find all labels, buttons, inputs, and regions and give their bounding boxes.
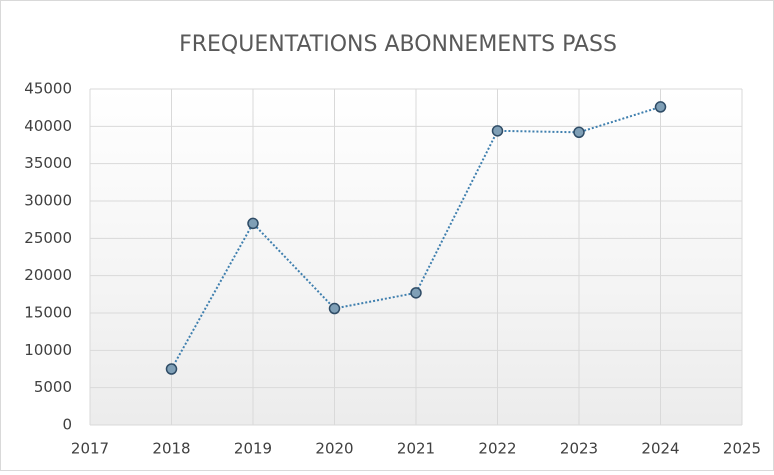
- y-tick-label: 0: [62, 416, 72, 434]
- y-tick-label: 10000: [24, 341, 72, 359]
- x-tick-label: 2025: [723, 440, 761, 458]
- y-tick-label: 15000: [24, 304, 72, 322]
- data-point: [247, 217, 259, 230]
- data-point: [573, 126, 585, 139]
- x-tick-label: 2018: [152, 440, 190, 458]
- x-tick-label: 2020: [315, 440, 353, 458]
- y-tick-label: 20000: [24, 266, 72, 284]
- y-tick-label: 40000: [24, 117, 72, 135]
- x-tick-label: 2024: [641, 440, 679, 458]
- x-tick-label: 2019: [234, 440, 272, 458]
- y-tick-label: 30000: [24, 192, 72, 210]
- x-tick-label: 2021: [397, 440, 435, 458]
- x-tick-label: 2023: [560, 440, 598, 458]
- y-tick-label: 5000: [34, 378, 72, 396]
- x-tick-label: 2017: [71, 440, 109, 458]
- y-tick-label: 35000: [24, 154, 72, 172]
- x-tick-label: 2022: [478, 440, 516, 458]
- data-point: [410, 287, 422, 299]
- data-point: [654, 101, 667, 113]
- data-point: [165, 363, 178, 375]
- data-point: [491, 125, 504, 137]
- y-tick-label: 45000: [24, 80, 72, 98]
- data-point: [328, 302, 341, 315]
- chart-title: FREQUENTATIONS ABONNEMENTS PASS: [179, 32, 617, 57]
- y-tick-label: 25000: [24, 229, 72, 247]
